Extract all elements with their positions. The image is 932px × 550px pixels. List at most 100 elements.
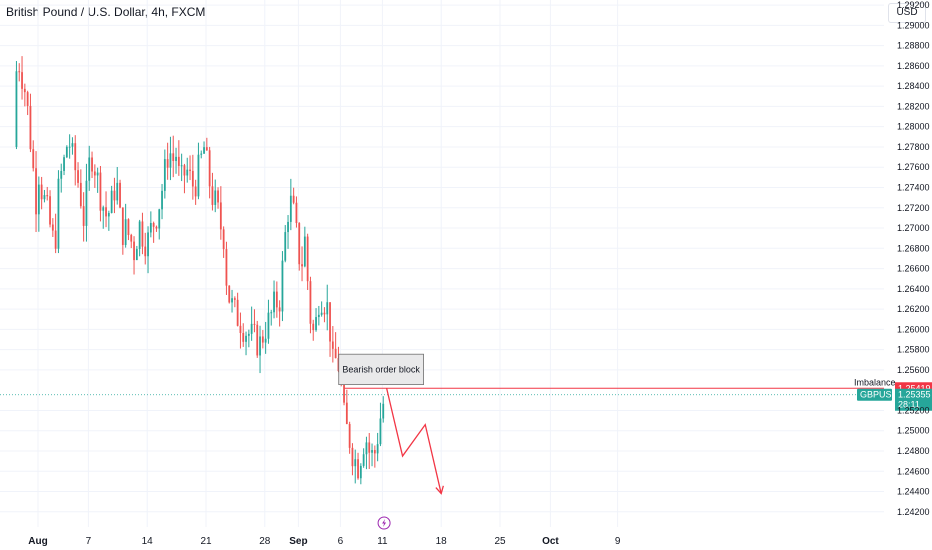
- current-price-tag: [895, 388, 932, 411]
- candle-body: [334, 348, 337, 359]
- candle-body: [152, 223, 155, 227]
- price-tick-label: 1.25200: [897, 405, 930, 415]
- candle-body: [256, 324, 259, 356]
- candle-body: [245, 335, 247, 342]
- candle-body: [85, 180, 88, 226]
- candle-body: [376, 444, 379, 454]
- candle-body: [169, 153, 172, 168]
- symbol-tag-label: GBPUSD: [860, 390, 899, 400]
- candle-body: [326, 302, 329, 315]
- price-tick-label: 1.29000: [897, 20, 930, 30]
- candle-body: [267, 312, 270, 339]
- candle-body: [348, 423, 351, 448]
- time-tick-label: 7: [86, 536, 92, 547]
- candle-body: [186, 169, 189, 176]
- price-tick-label: 1.24600: [897, 466, 930, 476]
- projection-arrowhead: [435, 485, 444, 495]
- price-axis[interactable]: 1.29200 1.29000 1.28800 1.28600 1.28400 1.282…: [897, 0, 930, 517]
- candle-body: [320, 312, 323, 315]
- price-tick-label: 1.27200: [897, 203, 930, 213]
- candle-body: [273, 291, 275, 313]
- candle-body: [284, 232, 287, 261]
- candle-body: [365, 442, 368, 455]
- price-tick-label: 1.25600: [897, 365, 930, 375]
- candle-body: [261, 336, 264, 343]
- candle-body: [141, 221, 144, 247]
- candle-body: [194, 186, 197, 197]
- chart-title: British Pound / U.S. Dollar, 4h, FXCM: [6, 5, 206, 19]
- candle-body: [382, 403, 385, 419]
- candle-body: [180, 165, 183, 167]
- candle-body: [119, 182, 121, 208]
- price-tick-label: 1.28400: [897, 81, 930, 91]
- candle-body: [133, 241, 135, 261]
- overlays: Bearish order block Imbalance1.25419GBPUS…: [0, 353, 932, 530]
- candle-body: [343, 380, 345, 403]
- candle-body: [121, 207, 124, 245]
- candle-body: [82, 206, 85, 226]
- candle-body: [35, 168, 37, 215]
- price-tick-label: 1.27400: [897, 182, 930, 192]
- candle-body: [247, 333, 250, 336]
- candle-body: [138, 221, 141, 249]
- price-tick-label: 1.26000: [897, 324, 930, 334]
- price-tick-label: 1.27000: [897, 223, 930, 233]
- candle-body: [183, 165, 186, 176]
- time-tick-label: Oct: [542, 536, 559, 547]
- candle-body: [345, 402, 348, 424]
- candle-body: [208, 150, 211, 187]
- price-tick-label: 1.28800: [897, 41, 930, 51]
- time-tick-label: Sep: [289, 536, 307, 547]
- candle-body: [303, 236, 306, 267]
- candle-body: [317, 314, 320, 318]
- candle-body: [163, 159, 166, 191]
- current-price-value: 1.25355: [898, 390, 931, 400]
- candle-body: [113, 190, 116, 201]
- price-tick-label: 1.24400: [897, 487, 930, 497]
- candle-body: [46, 195, 49, 197]
- time-axis[interactable]: Aug 7 14 21 28 Sep 6 11 18 25 Oct 9: [28, 536, 621, 547]
- candle-body: [292, 195, 295, 203]
- candle-body: [217, 190, 219, 203]
- candle-body: [144, 246, 147, 257]
- lightning-icon: [382, 519, 387, 527]
- candle-body: [127, 219, 130, 235]
- currency-button[interactable]: USD: [888, 3, 926, 23]
- candles: [15, 56, 385, 485]
- bar-countdown: 28:11: [898, 400, 920, 410]
- candle-body: [96, 172, 99, 176]
- candle-body: [197, 154, 200, 197]
- price-tick-label: 1.26600: [897, 264, 930, 274]
- candle-body: [191, 170, 194, 187]
- candle-body: [189, 169, 191, 171]
- candle-body: [71, 143, 74, 147]
- candle-body: [270, 312, 273, 314]
- candle-body: [329, 302, 331, 342]
- candle-body: [26, 92, 29, 106]
- candle-body: [357, 459, 359, 479]
- candle-body: [29, 105, 32, 150]
- candle-body: [219, 202, 222, 230]
- price-tick-label: 1.26400: [897, 284, 930, 294]
- time-tick-label: 11: [377, 536, 388, 547]
- candle-body: [102, 207, 105, 211]
- candle-body: [74, 143, 77, 171]
- price-tick-label: 1.24800: [897, 446, 930, 456]
- candle-body: [93, 171, 96, 176]
- candle-body: [88, 157, 91, 181]
- price-tick-label: 1.25000: [897, 426, 930, 436]
- price-tick-label: 1.28600: [897, 61, 930, 71]
- price-tick-label: 1.26200: [897, 304, 930, 314]
- candle-body: [177, 156, 180, 166]
- candle-body: [354, 459, 357, 467]
- candle-body: [287, 221, 289, 233]
- candle-body: [359, 465, 362, 479]
- time-tick-label: 25: [494, 536, 506, 547]
- candle-body: [40, 184, 43, 200]
- candle-body: [264, 338, 267, 343]
- time-tick-label: 6: [338, 536, 344, 547]
- candle-body: [211, 186, 214, 205]
- candle-body: [233, 298, 236, 300]
- time-tick-label: 14: [142, 536, 154, 547]
